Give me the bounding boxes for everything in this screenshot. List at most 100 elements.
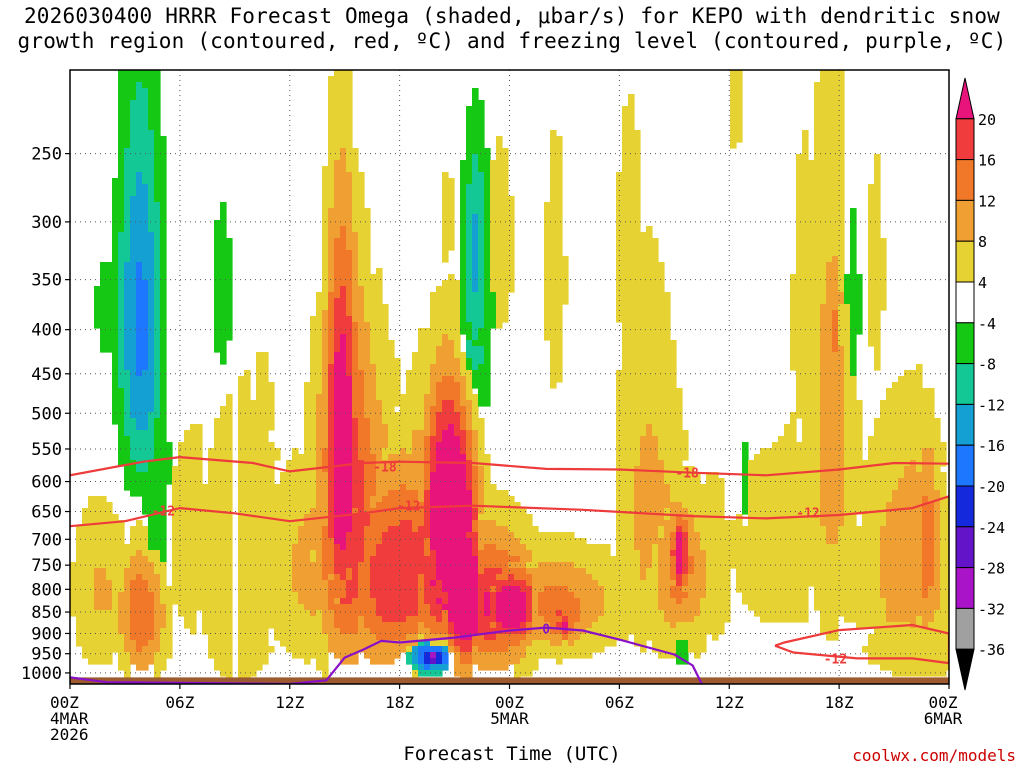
omega-cell	[838, 346, 845, 527]
omega-cell	[610, 556, 617, 647]
omega-cell	[160, 136, 167, 563]
omega-cell	[550, 130, 557, 389]
omega-cell	[478, 100, 485, 173]
omega-cell	[700, 598, 707, 653]
omega-cell	[346, 568, 353, 581]
x-tick-label: 12Z	[275, 693, 304, 712]
omega-cell	[370, 496, 377, 509]
omega-cell	[778, 436, 785, 623]
omega-cell	[886, 502, 893, 623]
omega-cell	[466, 322, 473, 341]
omega-cell	[682, 598, 689, 623]
omega-cell	[364, 514, 371, 527]
y-tick-label: 300	[31, 213, 62, 233]
omega-cell	[370, 634, 377, 665]
omega-cell	[436, 382, 443, 413]
omega-cell	[658, 610, 665, 659]
omega-cell	[808, 160, 815, 587]
omega-cell	[466, 490, 473, 533]
omega-cell	[544, 202, 551, 341]
omega-cell	[352, 598, 359, 635]
omega-cell	[826, 544, 833, 641]
chart-title: 2026030400 HRRR Forecast Omega (shaded, …	[0, 4, 1024, 54]
omega-cell	[124, 544, 131, 569]
omega-cell	[526, 646, 533, 677]
omega-cell	[928, 448, 935, 503]
omega-cell	[310, 616, 317, 659]
omega-cell	[922, 448, 929, 497]
omega-cell	[154, 652, 161, 683]
omega-cell	[340, 148, 347, 227]
omega-cell	[472, 346, 479, 371]
colorbar-label: 20	[978, 111, 996, 129]
omega-cell	[574, 640, 581, 659]
omega-cell	[844, 274, 851, 305]
omega-cell	[406, 370, 413, 455]
omega-cell	[214, 418, 221, 671]
omega-cell	[478, 364, 485, 407]
omega-cell	[466, 664, 473, 683]
omega-cell	[178, 442, 185, 617]
omega-cell	[448, 274, 455, 341]
omega-cell	[616, 172, 623, 323]
omega-cell	[142, 430, 149, 473]
omega-cell	[124, 436, 131, 491]
dgz-contour-label: -12	[796, 507, 819, 522]
omega-cell	[676, 388, 683, 503]
omega-cell	[154, 574, 161, 653]
omega-cell	[412, 430, 419, 491]
omega-cell	[136, 550, 143, 575]
omega-cell	[574, 598, 581, 623]
chart-title-line2: growth region (contoured, red, ºC) and f…	[17, 29, 1007, 53]
omega-cell	[442, 640, 449, 647]
omega-cell	[460, 652, 467, 665]
omega-cell	[838, 304, 845, 347]
omega-cell	[424, 664, 431, 671]
omega-cell	[430, 658, 437, 665]
colorbar-bin	[955, 607, 975, 650]
omega-cell	[508, 562, 515, 569]
omega-cell	[724, 520, 731, 623]
omega-cell	[322, 310, 329, 449]
omega-cell	[382, 532, 389, 623]
omega-cell	[334, 298, 341, 353]
omega-cell	[490, 484, 497, 521]
omega-cell	[142, 280, 149, 371]
omega-cell	[838, 292, 845, 305]
omega-cell	[412, 664, 419, 671]
omega-cell	[544, 622, 551, 641]
omega-cell	[784, 424, 791, 623]
omega-cell	[490, 622, 497, 629]
omega-cell	[688, 466, 695, 515]
omega-cell	[94, 568, 101, 611]
omega-cell	[238, 376, 245, 683]
omega-cell	[154, 550, 161, 575]
omega-cell	[490, 592, 497, 623]
omega-cell	[130, 196, 137, 419]
omega-cell	[880, 526, 887, 599]
omega-cell	[394, 526, 401, 623]
omega-cell	[466, 532, 473, 539]
omega-cell	[658, 460, 665, 527]
omega-cell	[346, 316, 353, 377]
colorbar-bin	[955, 363, 975, 405]
omega-cell	[430, 292, 437, 365]
omega-cell	[94, 286, 101, 329]
x-tick-label: 5MAR	[490, 709, 529, 728]
omega-cell	[328, 574, 335, 581]
omega-cell	[454, 436, 461, 635]
omega-cell	[568, 592, 575, 635]
omega-cell	[556, 562, 563, 587]
omega-cell	[418, 646, 425, 665]
omega-cell	[508, 634, 515, 647]
omega-cell	[490, 160, 497, 293]
omega-cell	[430, 652, 437, 659]
omega-cell	[430, 646, 437, 653]
omega-cell	[796, 442, 803, 623]
omega-cell	[514, 562, 521, 569]
omega-cell	[478, 634, 485, 653]
omega-cell	[418, 670, 425, 677]
omega-cell	[694, 472, 701, 533]
omega-cell	[148, 232, 155, 413]
omega-cell	[124, 70, 131, 149]
